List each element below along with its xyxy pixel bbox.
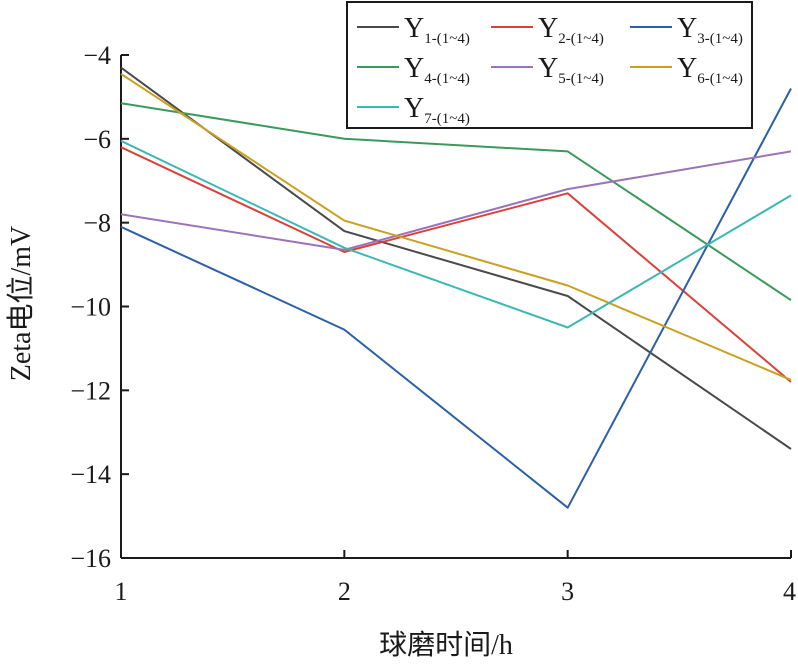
series-line-5: [120, 150, 792, 251]
y-tick-label: −8: [83, 209, 111, 238]
x-tick-label: 1: [115, 577, 128, 606]
series-line-2: [120, 146, 792, 383]
x-tick-label: 4: [783, 577, 796, 606]
x-tick-label: 3: [561, 577, 574, 606]
x-tick-label: 2: [338, 577, 351, 606]
series-lines: [120, 66, 792, 509]
y-tick-label: −10: [70, 293, 111, 322]
x-axis-title: 球磨时间/h: [379, 629, 513, 661]
series-line-7: [120, 139, 792, 329]
series-line-3: [120, 88, 792, 509]
y-tick-label: −12: [70, 376, 111, 405]
series-line-1: [120, 66, 792, 450]
y-tick-label: −6: [83, 125, 111, 154]
legend: Y1-(1~4) Y2-(1~4) Y3-(1~4)Y4-(1~4) Y5-(1~4)…: [346, 1, 753, 129]
axes: −4 −6 −8 −10 −12 −14 −161 2 3 4: [70, 41, 796, 606]
y-tick-label: −16: [70, 544, 111, 573]
series-line-6: [120, 73, 792, 381]
legend-box: [346, 1, 753, 129]
series-line-4: [120, 102, 792, 302]
y-tick-label: −14: [70, 460, 111, 489]
y-axis-title: Zeta电位/mV: [5, 226, 37, 382]
y-tick-label: −4: [83, 41, 111, 70]
